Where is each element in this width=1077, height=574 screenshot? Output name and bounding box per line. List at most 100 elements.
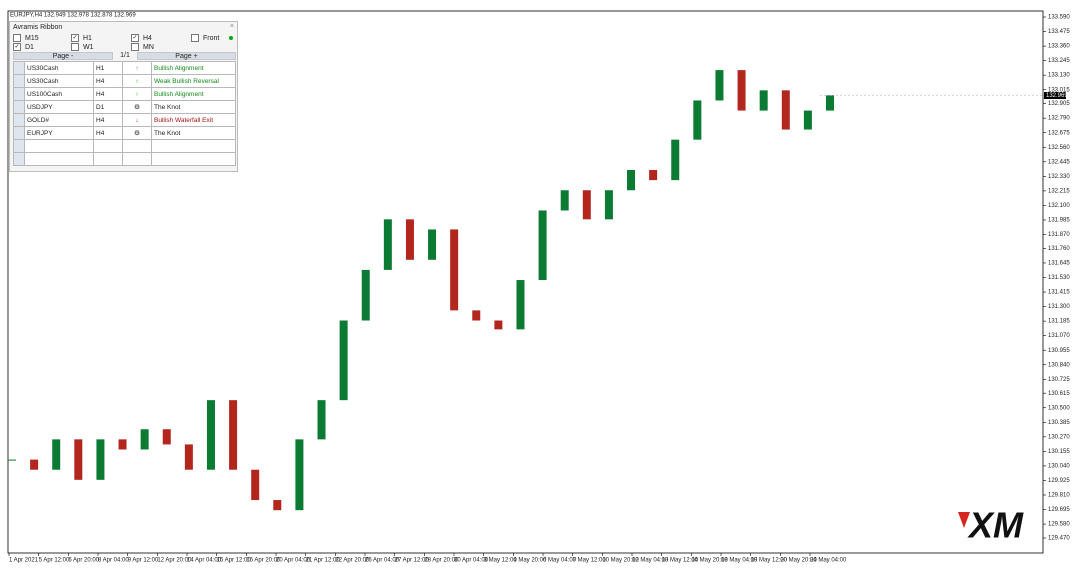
y-tick-label: 129.470: [1048, 536, 1070, 542]
signal-icon: ⚙: [122, 100, 152, 114]
timeframe[interactable]: ✓ D1: [13, 43, 34, 51]
candle: [737, 70, 746, 111]
table-row[interactable]: EURJPY H4 ⚙ The Knot: [13, 126, 236, 140]
y-tick-label: 129.810: [1048, 493, 1070, 499]
timeframe: D1: [93, 100, 123, 114]
x-tick-label: 5 Apr 12:00: [39, 558, 70, 564]
checkbox[interactable]: [71, 43, 79, 51]
cell: [24, 139, 94, 153]
timeframe-label: MN: [143, 43, 154, 51]
signal-table: US30Cash H1 ↑ Bullish Alignment US30Cash H4 ↑ W…: [13, 61, 236, 166]
signal-icon: ⚙: [122, 126, 152, 140]
candle: [715, 70, 724, 101]
timeframe: H4: [93, 74, 123, 88]
timeframe-label: D1: [25, 43, 34, 51]
checkbox[interactable]: [131, 43, 139, 51]
timeframe[interactable]: ✓ H4: [131, 34, 152, 42]
y-tick-label: 132.330: [1048, 174, 1070, 180]
y-tick-label: 130.725: [1048, 377, 1070, 383]
candle: [693, 100, 702, 140]
signal-text: The Knot: [151, 100, 236, 114]
candle: [206, 400, 215, 470]
price-tag-label: 132.969: [1046, 93, 1068, 99]
x-tick-label: 14 Apr 04:00: [187, 558, 222, 564]
timeframe-label: W1: [83, 43, 94, 51]
candle: [229, 400, 238, 470]
candle: [582, 190, 591, 220]
candle: [450, 229, 459, 311]
y-tick-label: 133.245: [1048, 58, 1070, 64]
signal-icon: ↑: [122, 87, 152, 101]
symbol: US30Cash: [24, 61, 94, 75]
timeframe: H4: [93, 87, 123, 101]
candle: [361, 269, 370, 321]
price-tag: [1044, 92, 1066, 100]
y-tick-label: 133.015: [1048, 87, 1070, 93]
candle: [339, 320, 348, 401]
y-tick-label: 130.385: [1048, 420, 1070, 426]
checkbox[interactable]: [191, 34, 199, 42]
table-row[interactable]: GOLD# H4 ↓ Bullish Waterfall Exit: [13, 113, 236, 127]
timeframe: H1: [93, 61, 123, 75]
signal-text: Bullish Alignment: [151, 61, 236, 75]
y-tick-label: 133.475: [1048, 29, 1070, 35]
y-tick-label: 129.580: [1048, 522, 1070, 528]
table-row[interactable]: US30Cash H4 ↑ Weak Bullish Reversal: [13, 74, 236, 88]
timeframe-label: H1: [83, 34, 92, 42]
candle: [30, 459, 39, 470]
x-tick-label: 14 May 20:00: [691, 558, 728, 564]
x-tick-label: 19 May 12:00: [751, 558, 788, 564]
candle: [472, 310, 481, 321]
empty-row: [13, 152, 236, 166]
cell: [151, 139, 236, 153]
y-tick-label: 132.100: [1048, 203, 1070, 209]
row-select: [13, 152, 25, 166]
symbol: USDJPY: [24, 100, 94, 114]
y-tick-label: 132.560: [1048, 145, 1070, 151]
timeframe[interactable]: MN: [131, 43, 154, 51]
row-select: [13, 61, 25, 75]
y-tick-label: 131.645: [1048, 261, 1070, 267]
y-tick-label: 130.840: [1048, 362, 1070, 368]
symbol: US100Cash: [24, 87, 94, 101]
y-tick-label: 133.360: [1048, 44, 1070, 50]
timeframe[interactable]: M15: [13, 34, 39, 42]
row-select: [13, 126, 25, 140]
y-tick-label: 131.300: [1048, 304, 1070, 310]
table-row[interactable]: USDJPY D1 ⚙ The Knot: [13, 100, 236, 114]
y-tick-label: 131.070: [1048, 333, 1070, 339]
timeframe-label: Front: [203, 34, 220, 42]
table-row[interactable]: US30Cash H1 ↑ Bullish Alignment: [13, 61, 236, 75]
checkbox[interactable]: ✓: [71, 34, 79, 42]
candle: [8, 459, 16, 461]
page-prev[interactable]: Page -: [13, 52, 113, 60]
checkbox[interactable]: ✓: [131, 34, 139, 42]
symbol: EURJPY: [24, 126, 94, 140]
x-tick-label: 8 Apr 04:00: [98, 558, 129, 564]
x-tick-label: 18 May 04:00: [721, 558, 758, 564]
row-select: [13, 74, 25, 88]
cell: [122, 139, 152, 153]
y-tick-label: 131.530: [1048, 275, 1070, 281]
candle: [538, 210, 547, 281]
close-button[interactable]: ×: [229, 23, 234, 30]
checkbox[interactable]: ✓: [13, 43, 21, 51]
candle: [826, 95, 834, 111]
page-next[interactable]: Page +: [137, 52, 236, 60]
y-tick-label: 130.040: [1048, 463, 1070, 469]
timeframe[interactable]: Front: [191, 34, 219, 42]
timeframe[interactable]: ✓ H1: [71, 34, 92, 42]
y-tick-label: 133.130: [1048, 73, 1070, 79]
x-tick-label: 24 May 04:00: [810, 558, 847, 564]
timeframe: H4: [93, 113, 123, 127]
candle: [649, 170, 658, 181]
x-tick-label: 6 May 04:00: [543, 558, 577, 564]
checkbox[interactable]: [13, 34, 21, 42]
y-tick-label: 131.985: [1048, 218, 1070, 224]
timeframe[interactable]: W1: [71, 43, 94, 51]
x-tick-label: 21 Apr 12:00: [306, 558, 341, 564]
y-tick-label: 130.955: [1048, 348, 1070, 354]
y-tick-label: 130.270: [1048, 434, 1070, 440]
candle: [803, 110, 812, 130]
table-row[interactable]: US100Cash H4 ↑ Bullish Alignment: [13, 87, 236, 101]
